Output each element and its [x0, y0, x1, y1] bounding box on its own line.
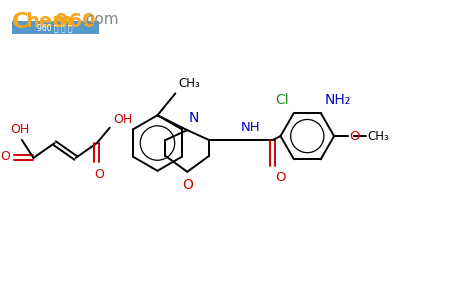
Text: CH₃: CH₃	[178, 77, 200, 91]
Text: NH₂: NH₂	[325, 93, 351, 107]
Text: Cl: Cl	[275, 93, 289, 107]
Text: C: C	[12, 12, 28, 32]
Text: O: O	[0, 150, 10, 163]
Text: O: O	[349, 130, 359, 143]
Text: 960 化 工 网: 960 化 工 网	[37, 23, 73, 32]
Text: OH: OH	[10, 123, 29, 136]
Text: O: O	[275, 171, 286, 184]
Text: OH: OH	[114, 113, 133, 126]
Text: 960: 960	[55, 12, 96, 31]
Text: NH: NH	[241, 121, 261, 134]
Bar	[12, 21, 99, 34]
Text: O: O	[94, 168, 104, 181]
Text: O: O	[182, 178, 193, 192]
Text: N: N	[188, 111, 199, 125]
Text: CH₃: CH₃	[368, 130, 390, 143]
Text: .com: .com	[81, 12, 118, 27]
Text: hem: hem	[26, 12, 73, 31]
